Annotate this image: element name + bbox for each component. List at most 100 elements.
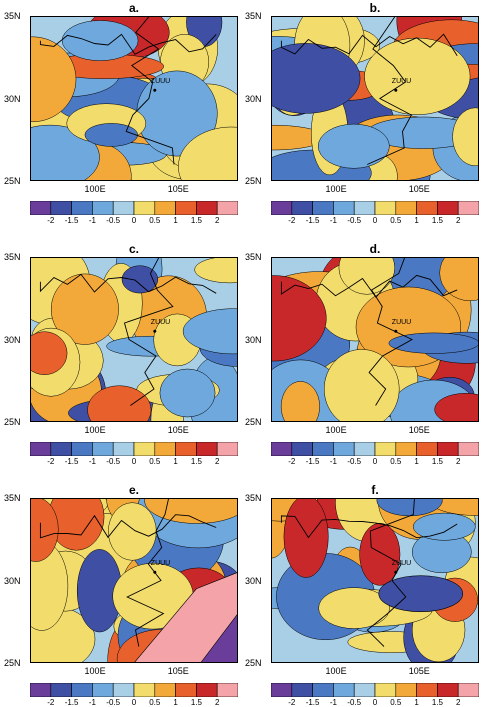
colorbar-swatch: [457, 442, 479, 456]
colorbar-tick-label: -2: [47, 216, 55, 225]
contour-region: [30, 331, 68, 375]
lat-tick-label: 30N: [4, 575, 21, 586]
station-label: ZUUU: [391, 319, 412, 327]
colorbar-swatch: [374, 201, 397, 215]
lat-tick-label: 30N: [245, 93, 262, 104]
colorbar-tick-label: 1: [414, 216, 419, 225]
colorbar-tick-label: 0.5: [390, 698, 402, 707]
contour-region: [283, 498, 329, 578]
station-label: ZUUU: [391, 560, 412, 568]
colorbar-swatch: [196, 683, 218, 697]
colorbar-tick-label: 1.5: [190, 216, 202, 225]
colorbar-swatch: [395, 201, 417, 215]
province-boundary: [123, 257, 174, 406]
colorbar-swatch: [437, 442, 459, 456]
map-panel-c: [30, 257, 238, 422]
map-panel-e: [30, 498, 238, 663]
contour-region: [30, 498, 59, 562]
colorbar-tick-label: 2: [455, 216, 461, 225]
colorbar-e: [30, 683, 238, 697]
colorbar-a: [30, 201, 238, 215]
contour-region: [317, 123, 390, 169]
colorbar-swatch: [374, 683, 397, 697]
colorbar-swatch: [291, 201, 313, 215]
lat-tick-label: 35N: [4, 493, 21, 503]
colorbar-tick-label: -1.5: [305, 698, 320, 707]
station-marker: [153, 88, 157, 92]
lon-tick-label: 100E: [325, 666, 347, 676]
colorbar-swatch: [312, 683, 334, 697]
colorbar-tick-label: -1.5: [64, 216, 79, 225]
colorbar-tick-label: -2: [47, 698, 55, 707]
colorbar-swatch: [196, 442, 218, 456]
colorbar-swatch: [416, 683, 438, 697]
colorbar-tick-label: 0.5: [149, 698, 161, 707]
colorbar-tick-label: -1: [88, 216, 96, 225]
lat-tick-label: 25N: [4, 658, 21, 668]
lon-tick-label: 105E: [408, 425, 430, 435]
station-label: ZUUU: [391, 78, 412, 86]
contour-region: [50, 273, 119, 345]
colorbar-swatch: [50, 442, 72, 456]
colorbar-swatch: [271, 442, 293, 456]
colorbar-swatch: [353, 683, 376, 697]
lat-tick-label: 30N: [245, 334, 262, 345]
panel-title-c: c.: [128, 242, 139, 256]
colorbar-tick-label: 0: [131, 457, 137, 466]
colorbar-swatch: [333, 201, 355, 215]
lat-tick-label: 25N: [4, 176, 21, 186]
contour-region: [452, 107, 479, 167]
contour-region: [280, 381, 320, 422]
colorbar-tick-label: 0: [372, 457, 378, 466]
colorbar-swatch: [50, 683, 72, 697]
colorbar-tick-label: 2: [214, 698, 220, 707]
colorbar-tick-label: 1.5: [431, 216, 443, 225]
colorbar-tick-label: -2: [47, 457, 55, 466]
colorbar-swatch: [353, 442, 376, 456]
province-boundary: [39, 33, 217, 55]
colorbar-swatch: [112, 442, 135, 456]
colorbar-swatch: [30, 442, 52, 456]
colorbar-swatch: [395, 683, 417, 697]
colorbar-tick-label: 2: [214, 457, 220, 466]
lat-tick-label: 35N: [245, 11, 262, 21]
lat-tick-label: 30N: [4, 334, 21, 345]
colorbar-tick-label: 1: [414, 698, 419, 707]
contour-region: [439, 257, 479, 302]
colorbar-swatch: [71, 683, 93, 697]
contour-region: [359, 522, 401, 586]
colorbar-tick-label: 1.5: [190, 698, 202, 707]
colorbar-tick-label: -1.5: [305, 216, 320, 225]
colorbar-swatch: [416, 201, 438, 215]
map-frame: [271, 16, 479, 181]
colorbar-swatch: [71, 442, 93, 456]
map-frame: [30, 498, 238, 663]
colorbar-f: [271, 683, 479, 697]
province-boundary: [280, 515, 458, 539]
colorbar-swatch: [271, 683, 293, 697]
colorbar-tick-label: -1: [329, 457, 337, 466]
lon-tick-label: 105E: [408, 666, 430, 676]
colorbar-swatch: [154, 683, 176, 697]
contour-region: [364, 37, 471, 115]
contour-region: [121, 265, 159, 294]
colorbar-swatch: [71, 201, 93, 215]
colorbar-tick-label: 0.5: [149, 216, 161, 225]
colorbar-swatch: [312, 201, 334, 215]
colorbar-tick-label: -1: [88, 457, 96, 466]
colorbar-swatch: [175, 201, 197, 215]
colorbar-swatch: [92, 201, 114, 215]
colorbar-tick-label: 1.5: [190, 457, 202, 466]
lat-tick-label: 30N: [245, 575, 262, 586]
contour-region: [388, 332, 479, 354]
province-boundary: [39, 273, 217, 294]
panel-title-a: a.: [128, 1, 139, 15]
lat-tick-label: 35N: [4, 252, 21, 262]
contour-region: [144, 498, 238, 524]
colorbar-swatch: [112, 201, 135, 215]
colorbar-swatch: [437, 201, 459, 215]
contour-region: [271, 43, 361, 114]
lon-tick-label: 105E: [167, 425, 189, 435]
colorbar-swatch: [291, 683, 313, 697]
province-boundary: [39, 514, 217, 539]
